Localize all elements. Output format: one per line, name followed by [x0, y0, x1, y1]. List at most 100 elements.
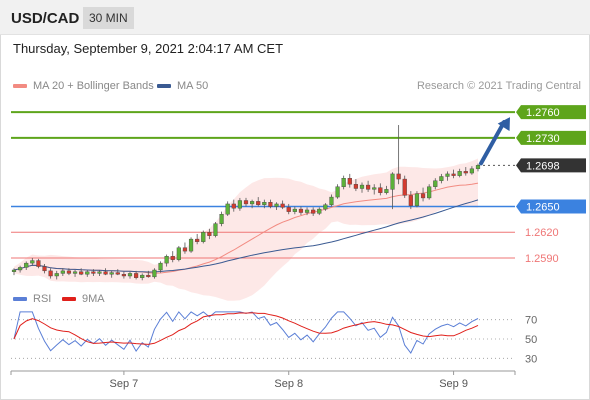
candle-body-up	[372, 187, 377, 190]
candle	[152, 268, 157, 279]
candle-body-down	[396, 173, 401, 180]
candle-body-down	[402, 178, 407, 196]
candle-body-down	[463, 171, 468, 174]
candle	[42, 263, 47, 274]
timeframe-badge[interactable]: 30 MIN	[83, 7, 134, 29]
candle	[219, 211, 224, 227]
rsi-level-label-70: 70	[525, 315, 537, 327]
candle	[274, 202, 279, 210]
candle-body-down	[243, 200, 249, 205]
candle	[97, 269, 102, 276]
candle	[335, 184, 340, 199]
candle-body-down	[268, 202, 273, 207]
candle-body-up	[262, 202, 267, 205]
candle-body-up	[341, 178, 346, 187]
candle	[353, 179, 358, 192]
candle-body-up	[335, 186, 340, 198]
chart-header: USD/CAD 30 MIN	[0, 0, 590, 35]
candle-body-up	[317, 208, 322, 214]
bollinger-band	[14, 158, 478, 301]
rsi-9ma-line	[13, 312, 479, 345]
candle-body-up	[213, 223, 218, 236]
legend-ma50: MA 50	[157, 80, 208, 92]
candle	[170, 251, 175, 263]
candle-body-up	[72, 271, 78, 274]
rsi-level-label-50: 50	[525, 334, 537, 346]
candle	[30, 257, 35, 266]
candle	[433, 178, 438, 190]
legend-ma20: MA 20 + Bollinger Bands	[13, 80, 154, 92]
candle-body-up	[237, 200, 242, 209]
candle-body-up	[30, 260, 35, 264]
candle-body-up	[329, 196, 334, 205]
candle	[11, 268, 17, 276]
candle-body-down	[280, 203, 285, 208]
candle-body-up	[475, 165, 481, 169]
candle	[463, 167, 468, 176]
candle	[146, 270, 151, 278]
candle-body-up	[188, 238, 194, 252]
candle	[347, 173, 352, 188]
x-tick-label-Sep-8: Sep 8	[274, 378, 303, 390]
candle	[451, 169, 456, 179]
legend-rsi: RSI	[13, 293, 51, 305]
candle	[237, 197, 242, 211]
candle-body-up	[85, 271, 90, 275]
projection-arrow-head	[497, 117, 510, 132]
level-label-1.2760-tag: 1.2760	[516, 105, 586, 120]
legend-ma20-label: MA 20 + Bollinger Bands	[33, 80, 154, 92]
candle	[292, 206, 297, 215]
candle-body-down	[103, 271, 108, 275]
candle-body-down	[66, 270, 72, 274]
candle-body-up	[201, 232, 206, 242]
candle-body-down	[378, 187, 383, 193]
candle	[213, 221, 218, 238]
candle-body-down	[36, 260, 41, 267]
candle-body-up	[225, 203, 230, 215]
candle	[85, 269, 90, 277]
x-tick-label-Sep-9: Sep 9	[439, 378, 468, 390]
level-label-1.2650: 1.2650	[526, 202, 560, 214]
projection-arrow-shaft	[479, 120, 506, 166]
candle-body-up	[457, 171, 462, 176]
candle	[378, 183, 383, 196]
level-tag-bg	[516, 105, 586, 120]
candle-body-up	[469, 168, 474, 174]
candle-body-down	[256, 201, 261, 205]
level-tag-bg	[516, 158, 586, 173]
candle-body-up	[176, 247, 181, 260]
candle	[79, 268, 84, 276]
candle	[201, 230, 206, 244]
candle-body-down	[353, 184, 358, 189]
candle	[188, 237, 194, 253]
candle	[36, 258, 41, 269]
level-label-1.2698: 1.2698	[526, 160, 560, 172]
candle	[207, 228, 212, 240]
level-label-1.2698-tag: 1.2698	[516, 158, 586, 173]
candle	[225, 201, 230, 216]
candle	[195, 233, 200, 245]
legend-rsi-label: RSI	[33, 293, 52, 305]
rsi-line	[13, 311, 479, 354]
legend-9ma: 9MA	[62, 293, 105, 305]
candle	[268, 199, 273, 209]
candle	[372, 184, 377, 195]
candle-body-up	[24, 262, 29, 268]
candle-body-down	[42, 266, 47, 272]
candle-body-up	[427, 186, 432, 199]
candle-body-down	[408, 195, 413, 206]
candle-body-down	[115, 272, 120, 275]
candle-body-up	[54, 273, 59, 277]
candle	[408, 191, 413, 210]
candle	[91, 269, 96, 276]
copyright-text: Research © 2021 Trading Central	[416, 80, 581, 92]
candle-body-down	[182, 247, 188, 252]
candle-body-up	[250, 201, 255, 205]
candle	[24, 261, 29, 270]
candle-body-up	[97, 271, 102, 274]
candle-body-down	[134, 273, 139, 278]
candle	[427, 184, 432, 200]
chart-datetime: Thursday, September 9, 2021 2:04:17 AM C…	[13, 41, 284, 56]
candle	[72, 269, 78, 277]
candle-body-up	[164, 256, 169, 264]
